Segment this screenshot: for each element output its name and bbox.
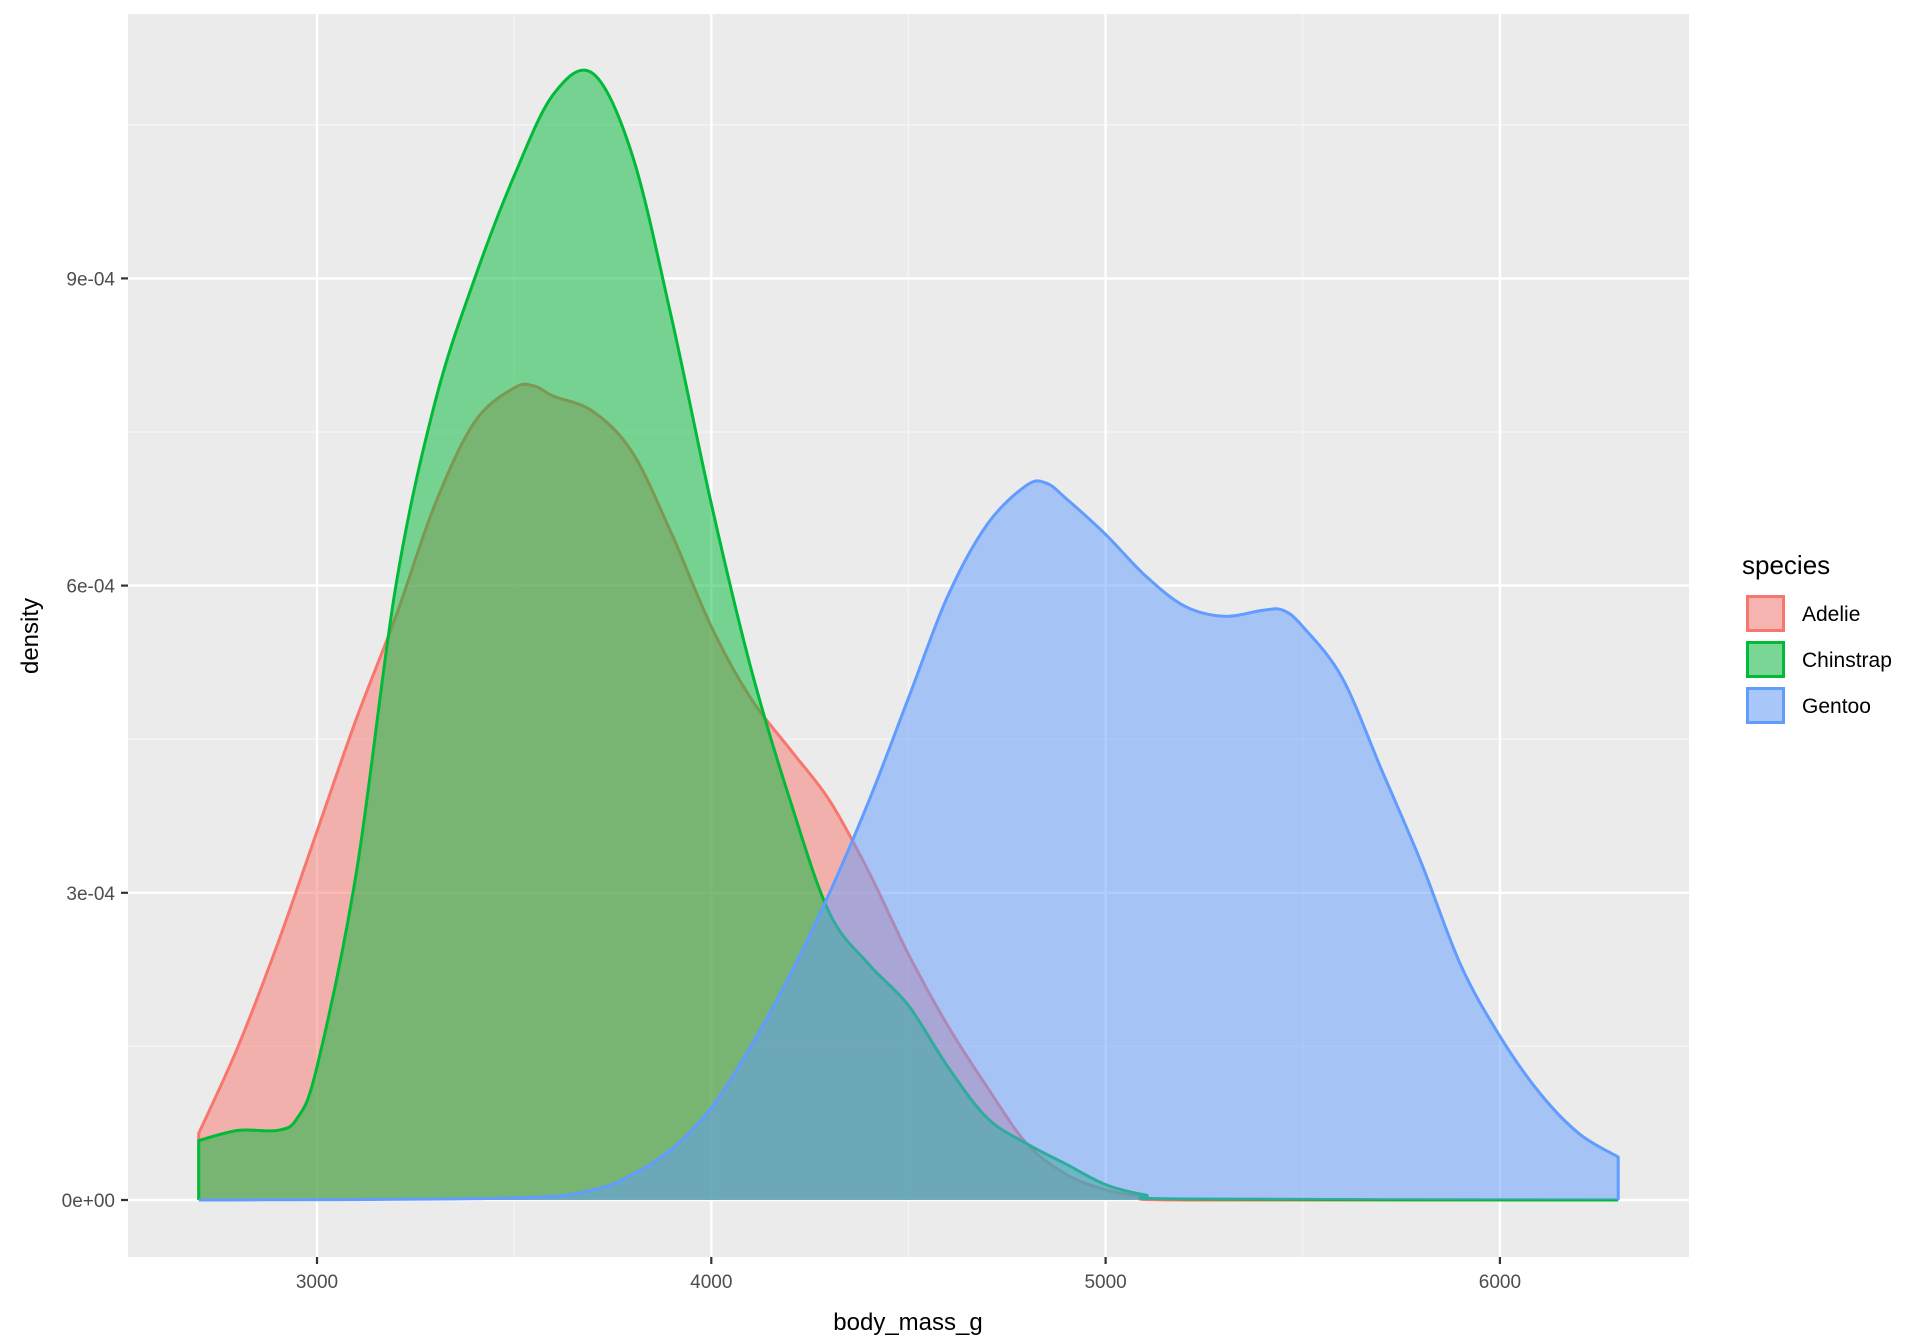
density-line-gentoo xyxy=(198,479,1620,1202)
y-axis-title: density xyxy=(17,598,44,674)
x-axis-title: body_mass_g xyxy=(833,1309,982,1336)
x-tick-label: 3000 xyxy=(296,1272,338,1293)
legend-key-adelie xyxy=(1746,595,1785,632)
y-tick-label: 6e-04 xyxy=(66,577,115,598)
legend-key-chinstrap xyxy=(1746,641,1785,678)
y-tick-label: 9e-04 xyxy=(66,269,115,290)
legend-title: species xyxy=(1742,550,1830,580)
legend-key-gentoo xyxy=(1746,687,1785,724)
density-area-chinstrap xyxy=(198,70,1619,1200)
density-areas xyxy=(197,68,1620,1202)
x-tick-label: 5000 xyxy=(1084,1272,1126,1293)
x-axis: 3000 4000 5000 6000 xyxy=(296,1257,1521,1293)
x-tick-label: 4000 xyxy=(690,1272,732,1293)
y-tick-label: 0e+00 xyxy=(62,1191,115,1212)
legend-label-gentoo: Gentoo xyxy=(1802,695,1871,718)
y-axis: 0e+00 3e-04 6e-04 9e-04 xyxy=(62,269,128,1212)
legend: species Adelie Chinstrap Gentoo xyxy=(1742,550,1892,724)
legend-label-adelie: Adelie xyxy=(1802,603,1860,626)
legend-label-chinstrap: Chinstrap xyxy=(1802,649,1892,672)
density-area-gentoo xyxy=(198,480,1619,1200)
y-tick-label: 3e-04 xyxy=(66,884,115,905)
x-tick-label: 6000 xyxy=(1479,1272,1521,1293)
